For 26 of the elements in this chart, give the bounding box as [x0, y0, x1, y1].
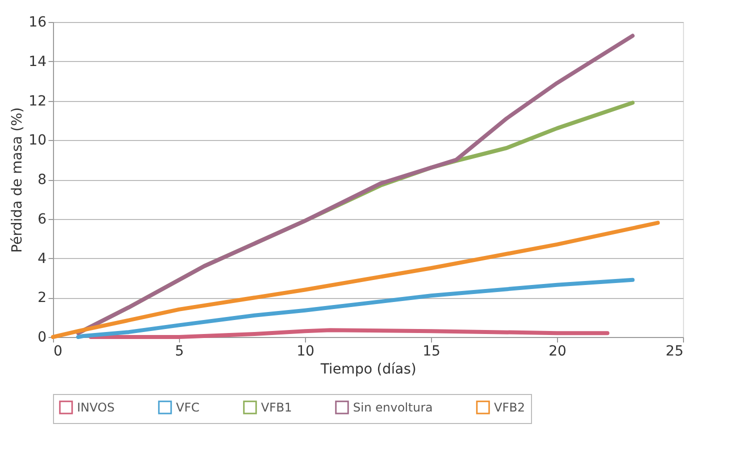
legend-label: VFC [176, 400, 200, 414]
x-tick-label: 25 [666, 344, 684, 360]
legend-label: Sin envoltura [353, 400, 433, 414]
line-series [76, 278, 635, 339]
y-tick-label: 16 [28, 14, 47, 30]
line-series [76, 34, 635, 336]
y-tick-label: 4 [38, 250, 47, 267]
y-tick-label: 14 [28, 54, 47, 70]
y-tick-label: 0 [38, 330, 46, 346]
y-tick-label: 10 [28, 132, 46, 149]
line-series [51, 220, 660, 339]
y-tick-label: 12 [28, 93, 46, 110]
y-axis-title: Pérdida de masa (%) [10, 107, 26, 253]
legend-label: VFB2 [494, 400, 525, 414]
x-axis-title: Tiempo (días) [320, 362, 416, 378]
x-tick-label: 5 [175, 344, 184, 360]
line-series [88, 328, 610, 339]
y-tick-label: 2 [38, 290, 46, 306]
legend-label: INVOS [77, 400, 115, 414]
y-tick-label: 6 [38, 211, 47, 228]
y-tick-label: 8 [38, 172, 46, 188]
x-tick-label: 10 [296, 344, 314, 360]
legend-label: VFB1 [261, 400, 292, 414]
x-tick-label: 15 [422, 344, 440, 360]
x-tick-label: 20 [548, 344, 566, 360]
x-tick-label: 0 [54, 344, 62, 360]
